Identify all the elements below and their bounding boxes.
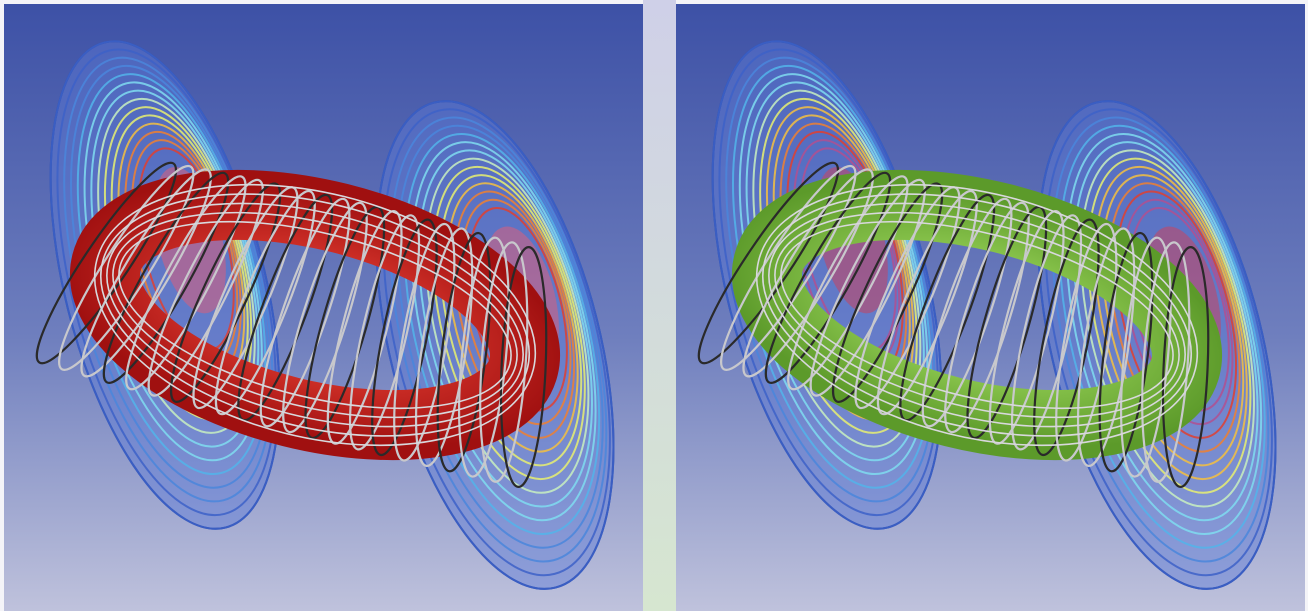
torus <box>731 169 1223 461</box>
contour-line <box>439 174 583 467</box>
contour-line <box>396 124 604 549</box>
field-line <box>944 201 1030 434</box>
contour-line <box>1115 190 1238 439</box>
field-line <box>371 218 438 457</box>
field-line <box>458 236 510 478</box>
field-line <box>170 182 282 403</box>
contour-line <box>403 132 601 535</box>
field-line <box>102 171 230 384</box>
torus-tube <box>69 169 561 461</box>
field-line <box>761 193 1193 437</box>
contour-line <box>1101 174 1245 467</box>
field-line <box>1120 236 1172 478</box>
field-line <box>214 189 316 416</box>
contour-line <box>1087 157 1252 494</box>
field-line <box>832 182 944 403</box>
field-line <box>1033 218 1100 457</box>
torus-tube <box>731 169 1223 461</box>
contour-line <box>1079 149 1255 508</box>
contour-line <box>1051 116 1270 563</box>
field-line <box>112 211 518 419</box>
contour-line <box>1058 124 1266 549</box>
field-line <box>147 178 264 397</box>
field-line <box>787 175 909 391</box>
contour-line <box>417 149 593 508</box>
field-line <box>99 193 531 437</box>
contour-line <box>389 116 608 563</box>
field-lines <box>697 161 1210 489</box>
field-line <box>988 209 1065 445</box>
field-line <box>282 201 368 434</box>
field-line <box>809 178 926 397</box>
field-line <box>348 214 421 451</box>
field-line <box>393 222 456 462</box>
field-line <box>774 211 1180 419</box>
field-line <box>125 175 247 391</box>
torus <box>69 169 561 461</box>
contour-line <box>425 157 590 494</box>
contour-line <box>453 190 576 439</box>
field-line <box>499 246 548 489</box>
field-line <box>876 189 978 416</box>
field-line <box>1076 227 1136 468</box>
field-line <box>755 183 1199 447</box>
field-line <box>436 231 492 473</box>
field-line <box>414 227 474 468</box>
field-line <box>93 183 537 447</box>
field-line <box>1161 246 1210 489</box>
field-line <box>720 164 857 371</box>
field-line <box>1010 214 1083 451</box>
panel-gap <box>643 0 676 611</box>
field-line <box>764 171 892 384</box>
field-line <box>80 168 212 378</box>
contour-line <box>1037 100 1277 590</box>
field-line <box>921 197 1013 428</box>
contour-line <box>375 100 615 590</box>
contour-line <box>446 182 579 453</box>
visualization <box>35 40 1277 590</box>
field-line <box>118 220 512 410</box>
field-line <box>742 168 874 378</box>
contour-line <box>1065 132 1263 535</box>
field-line <box>1098 231 1154 473</box>
field-line <box>259 197 351 428</box>
contour-line <box>1108 182 1241 453</box>
field-line <box>780 220 1174 410</box>
